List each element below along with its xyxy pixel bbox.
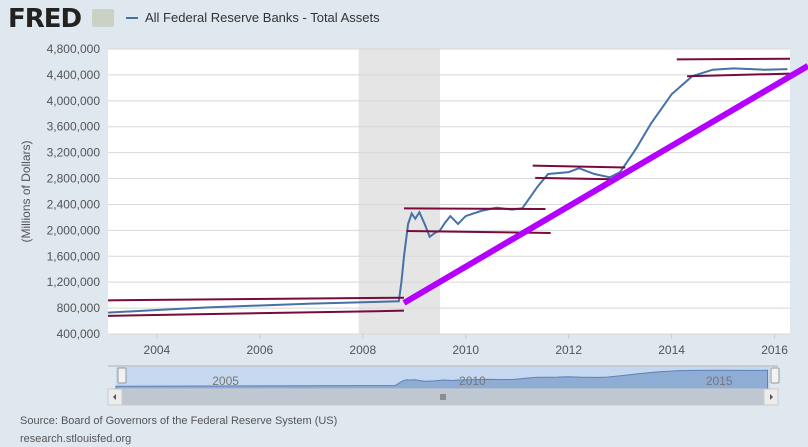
legend-swatch <box>126 16 138 19</box>
x-tick-label: 2014 <box>658 343 685 357</box>
arrow-right-icon <box>770 394 773 400</box>
trend-line <box>403 207 546 210</box>
source-text: Source: Board of Governors of the Federa… <box>20 415 338 427</box>
legend-label: All Federal Reserve Banks - Total Assets <box>145 10 380 25</box>
x-tick-label: 2010 <box>452 343 479 357</box>
series-line <box>107 67 788 314</box>
navigator-series-area <box>115 369 769 390</box>
navigator-label: 2015 <box>706 374 733 388</box>
y-tick-label: 4,800,000 <box>47 42 101 56</box>
y-tick-label: 800,000 <box>57 301 101 315</box>
x-tick-label: 2008 <box>349 343 376 357</box>
chart-logo-icon <box>92 9 114 27</box>
trend-arrow-line <box>402 63 808 306</box>
trend-line <box>107 296 404 302</box>
y-tick-label: 2,000,000 <box>47 223 101 237</box>
trend-line <box>535 176 613 181</box>
y-tick-label: 2,800,000 <box>47 172 101 186</box>
y-tick-label: 3,200,000 <box>47 146 101 160</box>
x-tick-label: 2012 <box>555 343 582 357</box>
arrow-left-icon <box>113 394 116 400</box>
y-tick-label: 4,000,000 <box>47 94 101 108</box>
x-tick-label: 2016 <box>761 343 788 357</box>
navigator-handle-left[interactable] <box>117 367 127 384</box>
navigator-label: 2010 <box>459 374 486 388</box>
legend-item[interactable]: All Federal Reserve Banks - Total Assets <box>126 10 380 25</box>
y-tick-label: 1,200,000 <box>47 275 101 289</box>
trend-line <box>676 57 791 61</box>
x-tick-label: 2004 <box>144 343 171 357</box>
trend-line <box>107 309 404 317</box>
y-tick-label: 4,400,000 <box>47 68 101 82</box>
trend-line <box>687 72 791 78</box>
navigator-label: 2005 <box>212 374 239 388</box>
y-tick-label: 3,600,000 <box>47 120 101 134</box>
source-url[interactable]: research.stlouisfed.org <box>20 433 132 445</box>
navigator-handle-right[interactable] <box>770 367 780 384</box>
y-tick-label: 400,000 <box>57 327 101 341</box>
trend-line <box>532 164 626 169</box>
x-tick-label: 2006 <box>246 343 273 357</box>
y-tick-label: 1,600,000 <box>47 249 101 263</box>
y-tick-label: 2,400,000 <box>47 197 101 211</box>
fred-logo[interactable]: FRED <box>8 4 82 34</box>
plot-area <box>108 49 790 334</box>
y-axis-label: (Millions of Dollars) <box>19 140 33 242</box>
